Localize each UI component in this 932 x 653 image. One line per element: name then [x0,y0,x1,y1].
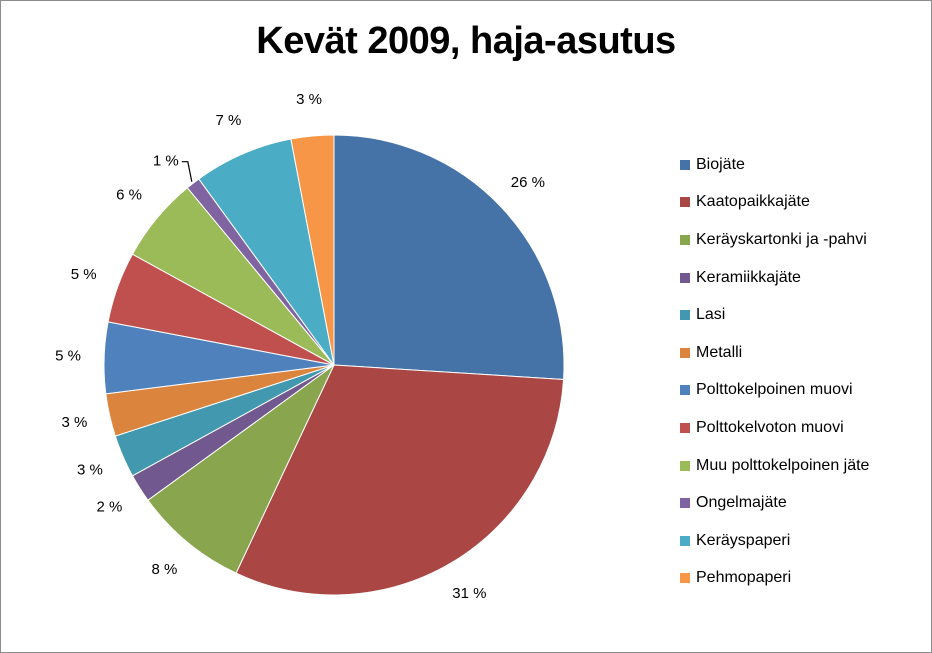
pie-slice-pehmopaperi [290,134,335,366]
legend-item-muu-polttokelpoinen-jate: Muu polttokelpoinen jäte [680,447,930,485]
legend-swatch [680,460,690,471]
legend-label: Muu polttokelpoinen jäte [696,456,870,474]
pie-slice-biojate [333,134,565,380]
data-label-kaatopaikkajate: 31 % [452,585,486,602]
legend-label: Polttokelpoinen muovi [696,381,853,399]
legend-swatch [680,535,690,546]
legend-label: Keräyspaperi [696,531,791,549]
legend-item-polttokelpoinen-muovi: Polttokelpoinen muovi [680,372,930,410]
legend-label: Ongelmajäte [696,494,787,512]
legend-item-kerayspaperi: Keräyspaperi [680,522,930,560]
data-label-keramiikkajate: 2 % [96,498,122,515]
data-label-pehmopaperi: 3 % [296,91,322,108]
legend-label: Kaatopaikkajäte [696,193,810,211]
legend-item-keramiikkajate: Keramiikkajäte [680,259,930,297]
legend-item-lasi: Lasi [680,296,930,334]
legend-swatch [680,159,690,170]
chart-title: Kevät 2009, haja-asutus [256,20,676,62]
data-label-lasi: 3 % [77,462,103,479]
legend-swatch [680,197,690,208]
legend-label: Lasi [696,306,726,324]
legend-swatch [680,422,690,433]
legend-swatch [680,573,690,584]
data-label-polttokelvoton-muovi: 5 % [71,266,97,283]
data-label-metalli: 3 % [61,414,87,431]
legend-item-biojate: Biojäte [680,146,930,184]
legend-label: Keräyskartonki ja -pahvi [696,230,867,248]
leader-line-ongelmajate [181,161,193,182]
pie-slice-kaatopaikkajate [235,364,565,596]
data-label-biojate: 26 % [511,174,545,191]
legend-item-polttokelvoton-muovi: Polttokelvoton muovi [680,409,930,447]
legend-swatch [680,310,690,321]
legend-item-pehmopaperi: Pehmopaperi [680,560,930,598]
data-label-polttokelpoinen-muovi: 5 % [55,348,81,365]
pie-slice-kerayspaperi [198,138,335,366]
legend-swatch [680,347,690,358]
legend-label: Metalli [696,343,743,361]
data-label-muu-polttokelpoinen-jate: 6 % [116,186,142,203]
legend-item-kaatopaikkajate: Kaatopaikkajäte [680,184,930,222]
legend-swatch [680,385,690,396]
data-label-ongelmajate: 1 % [153,153,179,170]
legend-item-metalli: Metalli [680,334,930,372]
legend-label: Polttokelvoton muovi [696,418,844,436]
legend-label: Pehmopaperi [696,569,792,587]
legend-swatch [680,272,690,283]
legend-swatch [680,498,690,509]
legend-swatch [680,234,690,245]
legend-item-kerayskartonki-ja-pahvi: Keräyskartonki ja -pahvi [680,221,930,259]
data-label-kerayskartonki-ja-pahvi: 8 % [151,561,177,578]
data-label-kerayspaperi: 7 % [215,112,241,129]
legend-label: Biojäte [696,155,745,173]
legend-label: Keramiikkajäte [696,268,801,286]
legend-item-ongelmajate: Ongelmajäte [680,484,930,522]
pie-slice-kerayskartonki-ja-pahvi [147,364,335,574]
chart-legend: Biojäte Kaatopaikkajäte Keräyskartonki ja … [680,146,930,597]
